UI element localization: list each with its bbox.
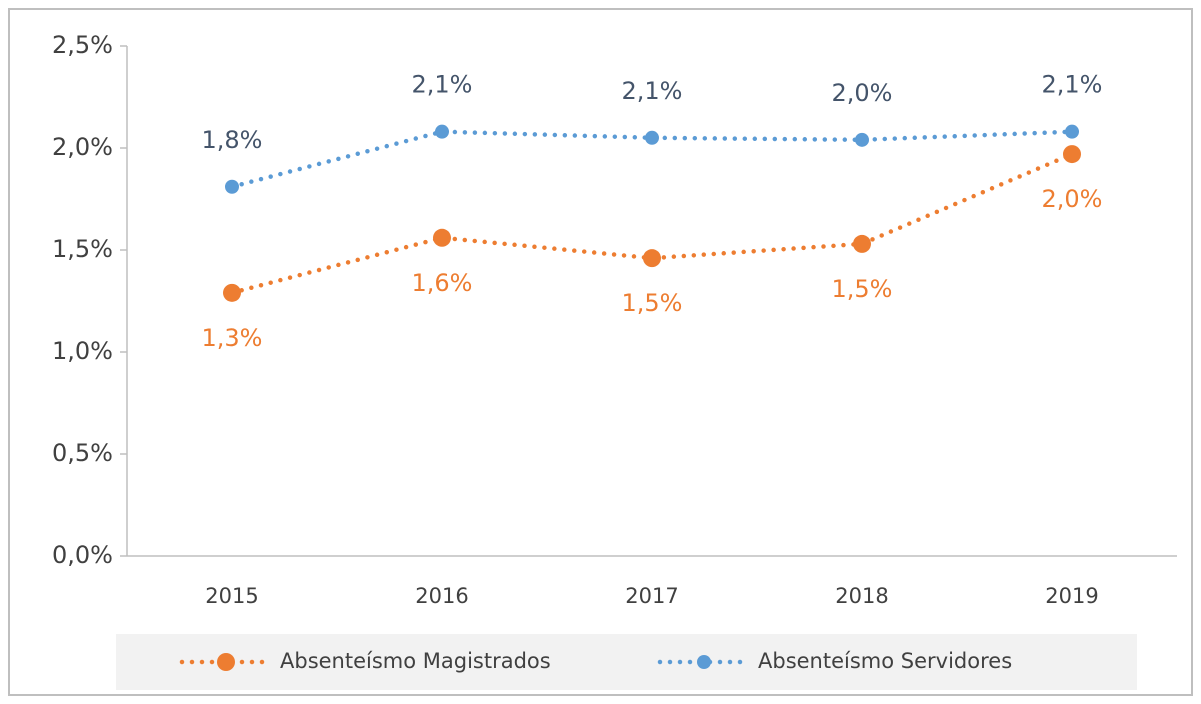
- marker: [433, 228, 451, 247]
- data-label: 1,5%: [832, 275, 893, 303]
- y-tick-label: 0,5%: [52, 439, 113, 467]
- marker: [643, 249, 661, 268]
- marker: [1065, 124, 1079, 139]
- legend-marker: [217, 653, 235, 671]
- y-tick-label: 1,5%: [52, 235, 113, 263]
- x-tick-label: 2018: [835, 584, 888, 608]
- legend-label: Absenteísmo Magistrados: [280, 649, 551, 673]
- y-tick-label: 2,5%: [52, 31, 113, 59]
- data-label: 1,5%: [622, 289, 683, 317]
- data-label: 2,1%: [1042, 71, 1103, 99]
- marker: [645, 130, 659, 145]
- data-label: 1,8%: [202, 126, 263, 154]
- marker: [855, 132, 869, 147]
- x-tick-label: 2016: [415, 584, 468, 608]
- data-label: 2,0%: [1042, 185, 1103, 213]
- marker: [223, 283, 241, 302]
- x-tick-label: 2019: [1045, 584, 1098, 608]
- marker: [435, 124, 449, 139]
- x-tick-label: 2015: [205, 584, 258, 608]
- legend-label: Absenteísmo Servidores: [758, 649, 1012, 673]
- data-label: 2,0%: [832, 79, 893, 107]
- marker: [225, 179, 239, 194]
- data-label: 2,1%: [412, 71, 473, 99]
- legend-box: [116, 634, 1137, 690]
- x-tick-label: 2017: [625, 584, 678, 608]
- y-tick-label: 1,0%: [52, 337, 113, 365]
- data-label: 2,1%: [622, 77, 683, 105]
- marker: [853, 234, 871, 253]
- y-tick-label: 0,0%: [52, 541, 113, 569]
- data-label: 1,6%: [412, 269, 473, 297]
- y-tick-label: 2,0%: [52, 133, 113, 161]
- marker: [1063, 145, 1081, 164]
- legend-marker: [697, 655, 711, 669]
- data-label: 1,3%: [202, 324, 263, 352]
- chart-frame: [8, 8, 1193, 696]
